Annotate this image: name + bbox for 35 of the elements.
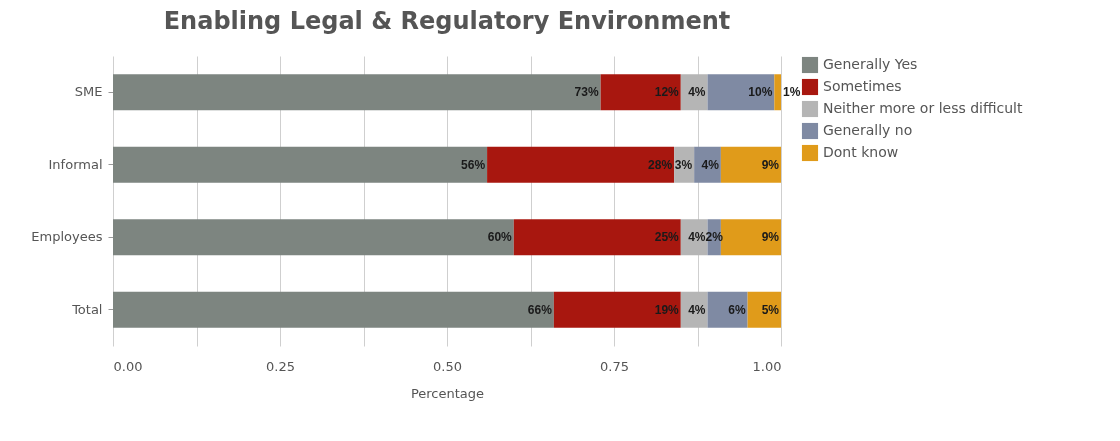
x-tick-label: 0.50	[433, 358, 462, 374]
data-label: 28%	[648, 157, 673, 172]
data-label: 10%	[748, 85, 773, 100]
data-label: 6%	[728, 302, 746, 317]
data-label: 1%	[783, 85, 801, 100]
data-label: 4%	[688, 230, 706, 245]
legend-label: Generally no	[823, 122, 913, 138]
data-label: 73%	[574, 85, 599, 100]
legend-label: Dont know	[823, 144, 899, 160]
legend-label: Neither more or less difficult	[823, 100, 1023, 116]
data-label: 3%	[674, 157, 693, 172]
data-label: 60%	[487, 230, 513, 245]
y-tick-label: Total	[71, 301, 103, 317]
x-tick-label: 0.25	[266, 358, 295, 374]
x-tick-label: 1.00	[752, 358, 782, 374]
data-label: 56%	[461, 157, 486, 172]
legend-label: Sometimes	[823, 78, 902, 94]
data-label: 12%	[654, 85, 680, 100]
x-tick-label: 0.00	[113, 358, 143, 374]
x-axis-title: Percentage	[410, 385, 485, 401]
y-tick-label: Employees	[31, 229, 103, 245]
data-label: 19%	[654, 302, 680, 317]
data-label: 5%	[761, 302, 780, 317]
data-label: 4%	[688, 85, 706, 100]
data-label: 25%	[654, 230, 680, 245]
data-label: 4%	[688, 302, 706, 317]
legend-label: Generally Yes	[823, 56, 918, 72]
x-tick-label: 0.75	[600, 358, 629, 374]
data-label: 9%	[761, 157, 780, 172]
data-label: 9%	[761, 230, 780, 245]
chart-title: Enabling Legal & Regulatory Environment	[163, 7, 731, 35]
y-tick-label: SME	[74, 84, 103, 100]
y-tick-label: Informal	[48, 156, 103, 172]
data-label: 4%	[701, 157, 720, 172]
data-label: 66%	[527, 302, 553, 317]
